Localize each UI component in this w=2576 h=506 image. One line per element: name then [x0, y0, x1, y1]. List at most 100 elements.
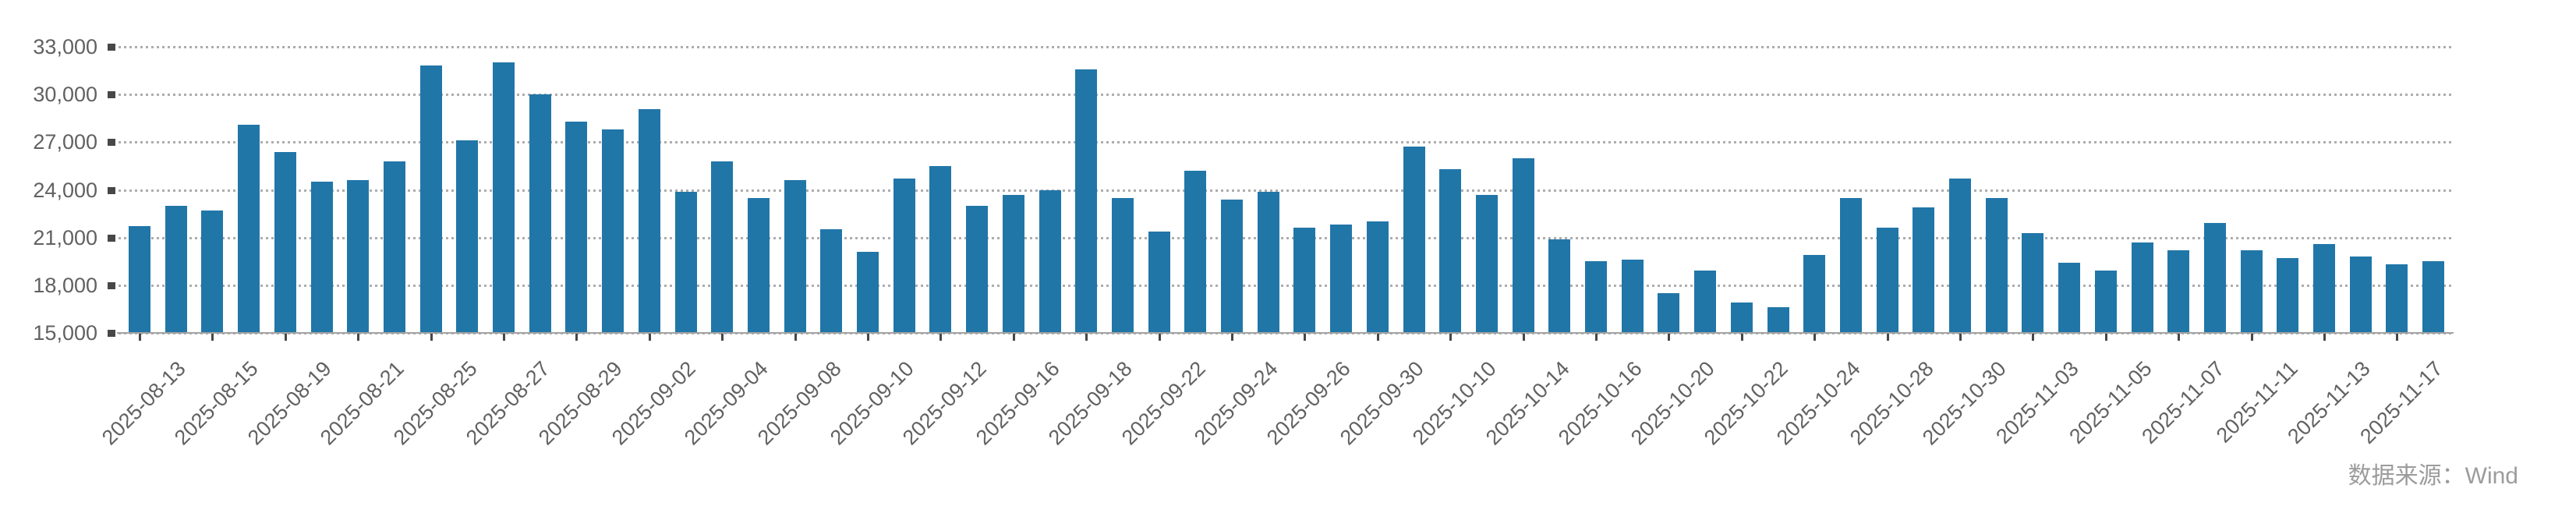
bar: [419, 65, 442, 333]
x-tick: [2104, 334, 2107, 341]
bar: [747, 197, 770, 333]
x-tick: [721, 334, 724, 341]
x-tick: [357, 334, 360, 341]
x-axis-line: [117, 332, 2454, 334]
x-tick: [1085, 334, 1088, 341]
x-tick: [794, 334, 797, 341]
bar: [1913, 207, 1935, 333]
gridline: [119, 141, 2454, 144]
bar: [383, 161, 405, 333]
gridline: [119, 189, 2454, 192]
gridline: [119, 236, 2454, 239]
bar: [857, 252, 879, 333]
x-tick: [139, 334, 141, 341]
bar: [1330, 225, 1353, 333]
bar: [1803, 255, 1826, 333]
bar: [129, 226, 150, 333]
bar: [2022, 232, 2044, 333]
bar: [820, 229, 843, 333]
gridline: [119, 284, 2454, 287]
x-tick: [2396, 334, 2399, 341]
x-axis-label: 2025-08-13: [97, 356, 190, 450]
x-tick: [1959, 334, 1962, 341]
bar: [456, 140, 479, 333]
bar: [1694, 271, 1717, 333]
bar: [201, 211, 224, 333]
bar: [2422, 261, 2445, 333]
bar: [165, 205, 187, 333]
bar: [1257, 191, 1279, 333]
x-tick: [648, 334, 651, 341]
bar: [347, 180, 370, 333]
x-tick: [1668, 334, 1671, 341]
bar: [493, 62, 515, 333]
bar: [2131, 242, 2153, 333]
y-tick-marker: [108, 91, 115, 99]
gridline: [119, 94, 2454, 97]
x-tick: [1740, 334, 1743, 341]
bar: [1512, 157, 1534, 333]
y-tick-marker: [108, 186, 115, 194]
x-tick: [1886, 334, 1889, 341]
bar: [2167, 249, 2190, 333]
x-tick: [1449, 334, 1453, 341]
bar: [1985, 197, 2008, 333]
x-tick: [1595, 334, 1598, 341]
x-tick: [211, 334, 214, 341]
y-tick-marker: [108, 234, 115, 242]
bar: [1293, 228, 1316, 333]
bar: [1949, 179, 1971, 333]
x-tick: [1304, 334, 1307, 341]
bar: [966, 205, 989, 333]
bar: [602, 129, 625, 333]
bar: [1366, 221, 1389, 333]
x-tick: [867, 334, 869, 341]
data-source-label: 数据来源：Wind: [2348, 463, 2518, 489]
bar: [929, 165, 952, 333]
bar: [238, 124, 260, 333]
bar: [2094, 271, 2117, 333]
x-tick: [575, 334, 579, 341]
bar: [1730, 303, 1753, 333]
x-tick: [939, 334, 943, 341]
bar: [2277, 258, 2299, 333]
bar: [565, 121, 588, 333]
bar: [893, 179, 915, 333]
x-tick: [2250, 334, 2253, 341]
bar: [1184, 171, 1207, 333]
x-tick: [2323, 334, 2326, 341]
bar: [274, 151, 296, 333]
bar: [1658, 293, 1680, 333]
x-tick: [2032, 334, 2035, 341]
y-tick-marker: [108, 139, 115, 147]
y-axis-label: 21,000: [33, 225, 97, 249]
y-axis-label: 27,000: [33, 130, 97, 154]
bar: [1585, 261, 1607, 333]
x-tick: [1158, 334, 1161, 341]
bar: [1876, 228, 1898, 333]
y-tick-marker: [108, 281, 115, 289]
bar: [1439, 168, 1462, 333]
bar: [1548, 239, 1571, 333]
x-tick: [1522, 334, 1525, 341]
bar: [1002, 194, 1024, 333]
bar: [1475, 194, 1498, 333]
x-tick: [1012, 334, 1015, 341]
x-tick: [1231, 334, 1233, 341]
bar: [2240, 249, 2263, 333]
bar: [674, 191, 697, 333]
x-tick: [1813, 334, 1817, 341]
bar: [1111, 197, 1134, 333]
bar: [711, 161, 734, 333]
y-axis-label: 24,000: [33, 178, 97, 202]
x-tick: [503, 334, 505, 341]
bar: [1621, 260, 1644, 333]
bar: [1221, 199, 1243, 333]
bar: [310, 182, 333, 333]
bar: [1767, 307, 1789, 333]
bar: [2386, 264, 2408, 333]
x-tick: [2178, 334, 2181, 341]
bar: [1403, 147, 1425, 333]
x-tick: [284, 334, 287, 341]
